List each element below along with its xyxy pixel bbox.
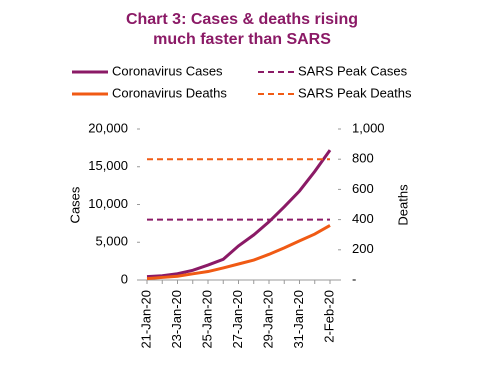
chart-title: much faster than SARS <box>153 31 331 48</box>
x-tick-label: 23-Jan-20 <box>169 290 184 349</box>
x-tick-label: 27-Jan-20 <box>230 290 245 349</box>
chart-title: Chart 3: Cases & deaths rising <box>126 11 358 28</box>
series-line <box>146 224 331 281</box>
y-tick-label: 20,000 <box>88 120 128 135</box>
y2-tick-label: 1,000 <box>352 120 385 135</box>
y2-tick-label: - <box>352 271 356 286</box>
y2-tick-label: 800 <box>352 151 374 166</box>
x-tick-label: 2-Feb-20 <box>321 290 336 343</box>
x-tick-label: 29-Jan-20 <box>260 290 275 349</box>
y-tick-label: 0 <box>121 271 128 286</box>
x-tick-label: 21-Jan-20 <box>138 290 153 349</box>
y-axis-label: Cases <box>67 186 82 223</box>
legend-label: SARS Peak Cases <box>298 63 408 78</box>
series-line <box>146 149 332 279</box>
y-tick-label: 5,000 <box>95 234 128 249</box>
y2-tick-label: 600 <box>352 181 374 196</box>
y-tick-label: 10,000 <box>88 196 128 211</box>
legend-label: Coronavirus Cases <box>112 63 223 78</box>
y2-axis-label: Deaths <box>395 184 410 226</box>
legend-label: Coronavirus Deaths <box>112 85 227 100</box>
x-tick-label: 25-Jan-20 <box>199 290 214 349</box>
y2-tick-label: 200 <box>352 241 374 256</box>
x-tick-label: 31-Jan-20 <box>291 290 306 349</box>
y-tick-label: 15,000 <box>88 158 128 173</box>
legend-label: SARS Peak Deaths <box>298 85 412 100</box>
y2-tick-label: 400 <box>352 211 374 226</box>
